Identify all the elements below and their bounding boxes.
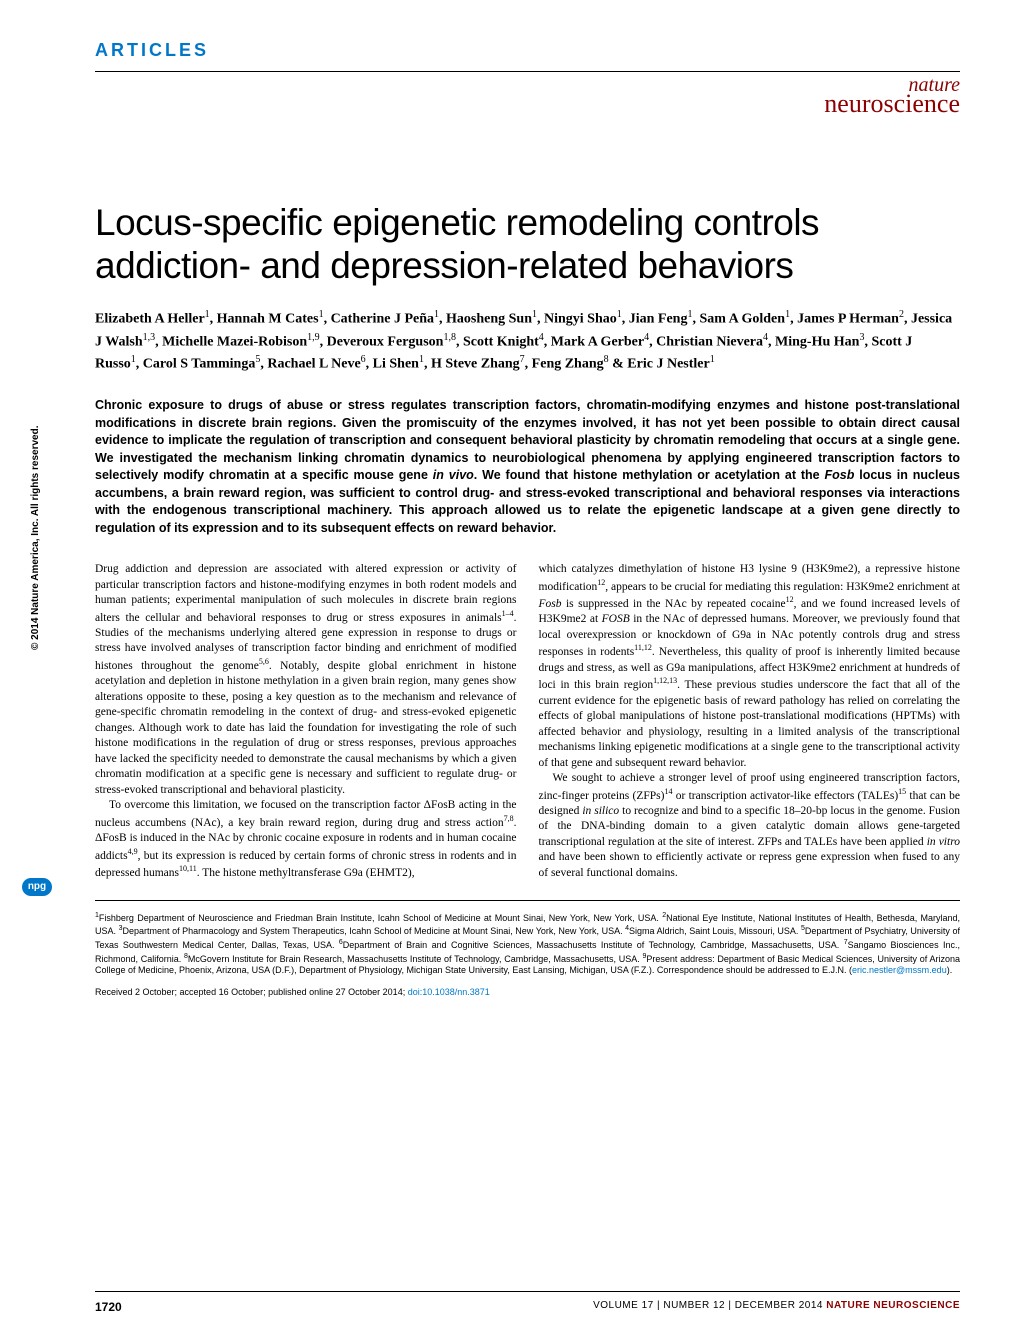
- body-text: Drug addiction and depression are associ…: [95, 562, 960, 881]
- article-title: Locus-specific epigenetic remodeling con…: [95, 202, 960, 287]
- npg-badge: npg: [22, 878, 52, 896]
- section-header: ARTICLES: [95, 40, 960, 61]
- body-paragraph: We sought to achieve a stronger level of…: [539, 771, 961, 881]
- body-paragraph: which catalyzes dimethylation of histone…: [539, 562, 961, 771]
- body-paragraph: Drug addiction and depression are associ…: [95, 562, 517, 798]
- page-footer: 1720 VOLUME 17 | NUMBER 12 | DECEMBER 20…: [95, 1291, 960, 1314]
- body-paragraph: To overcome this limitation, we focused …: [95, 798, 517, 881]
- abstract: Chronic exposure to drugs of abuse or st…: [95, 397, 960, 537]
- journal-logo: nature neuroscience: [824, 75, 960, 117]
- authors-list: Elizabeth A Heller1, Hannah M Cates1, Ca…: [95, 307, 960, 375]
- page-number: 1720: [95, 1300, 122, 1314]
- header-rule: [95, 71, 960, 72]
- affiliations: 1Fishberg Department of Neuroscience and…: [95, 900, 960, 977]
- journal-logo-line2: neuroscience: [824, 91, 960, 117]
- received-dates: Received 2 October; accepted 16 October;…: [95, 987, 960, 997]
- copyright-notice: © 2014 Nature America, Inc. All rights r…: [30, 425, 41, 650]
- issue-info: VOLUME 17 | NUMBER 12 | DECEMBER 2014 NA…: [593, 1300, 960, 1314]
